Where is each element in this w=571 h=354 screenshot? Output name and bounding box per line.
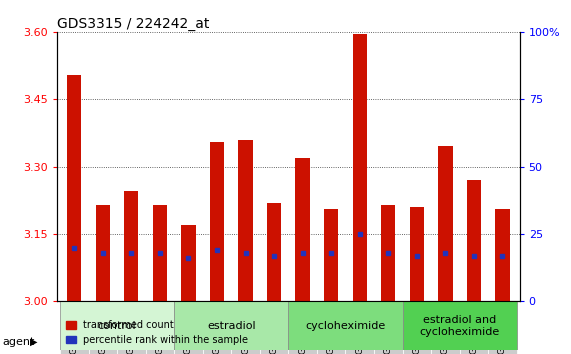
Bar: [288, 302, 317, 354]
Bar: [174, 302, 288, 350]
Bar: [60, 302, 89, 354]
Bar: [67, 75, 82, 302]
Bar: [431, 302, 460, 354]
Bar: [174, 302, 203, 354]
Bar: [60, 302, 174, 350]
Bar: [288, 302, 403, 350]
Bar: [210, 142, 224, 302]
Bar: [124, 192, 138, 302]
Bar: [231, 302, 260, 354]
Bar: [403, 302, 431, 354]
Bar: [153, 205, 167, 302]
Bar: [239, 140, 252, 302]
Text: agent: agent: [3, 337, 35, 347]
Bar: [296, 158, 309, 302]
Text: estradiol and
cycloheximide: estradiol and cycloheximide: [420, 315, 500, 337]
Bar: [267, 202, 281, 302]
Bar: [410, 207, 424, 302]
Bar: [203, 302, 231, 354]
Bar: [96, 205, 110, 302]
Text: GDS3315 / 224242_at: GDS3315 / 224242_at: [57, 17, 210, 31]
Bar: [381, 205, 395, 302]
Bar: [353, 34, 367, 302]
Text: cycloheximide: cycloheximide: [305, 321, 385, 331]
Bar: [117, 302, 146, 354]
Bar: [324, 209, 338, 302]
Bar: [89, 302, 117, 354]
Bar: [488, 302, 517, 354]
Bar: [439, 147, 452, 302]
Bar: [467, 180, 481, 302]
Bar: [317, 302, 345, 354]
Text: ▶: ▶: [30, 337, 37, 347]
Bar: [260, 302, 288, 354]
Text: estradiol: estradiol: [207, 321, 256, 331]
Bar: [182, 225, 195, 302]
Bar: [496, 209, 510, 302]
Legend: transformed count, percentile rank within the sample: transformed count, percentile rank withi…: [62, 316, 252, 349]
Bar: [146, 302, 174, 354]
Bar: [460, 302, 488, 354]
Bar: [403, 302, 517, 350]
Bar: [374, 302, 403, 354]
Bar: [345, 302, 374, 354]
Text: control: control: [98, 321, 136, 331]
